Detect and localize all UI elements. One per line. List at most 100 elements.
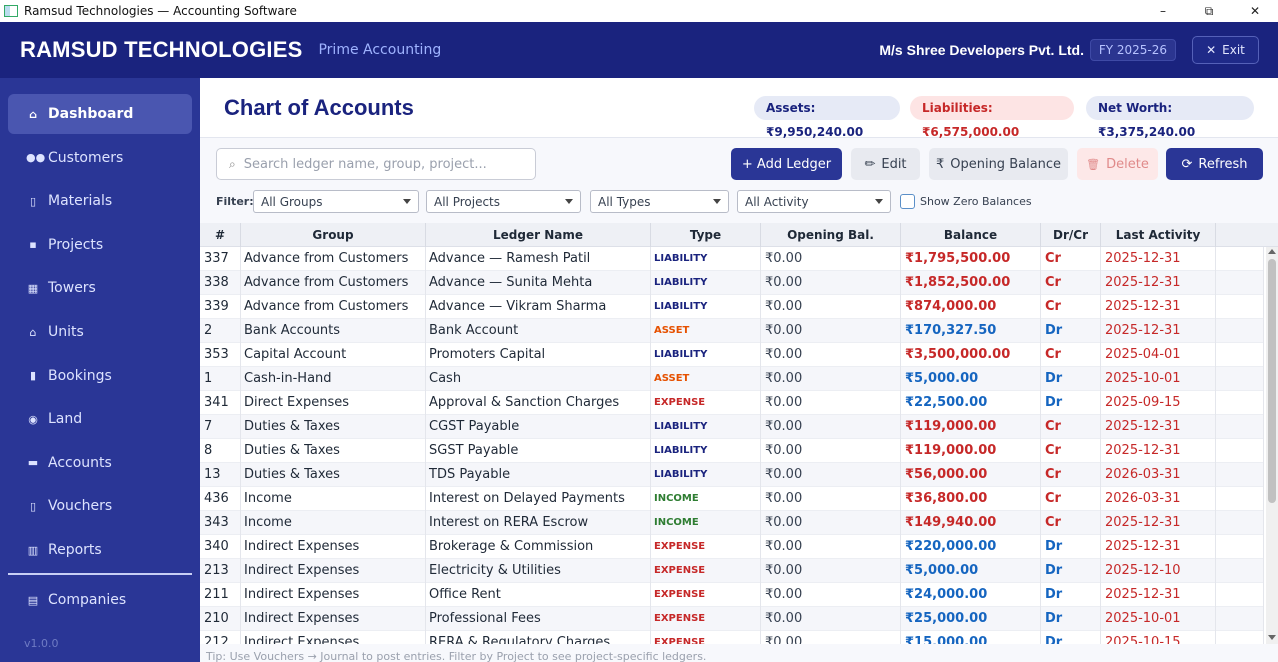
row-filler (1216, 487, 1264, 511)
type-cell: LIABILITY (651, 439, 761, 463)
sidebar-item-bookings[interactable]: ▮ Bookings (8, 356, 192, 396)
table-row[interactable]: 210 Indirect Expenses Professional Fees EXP… (200, 607, 1264, 631)
table-row[interactable]: 343 Income Interest on RERA Escrow INCOME ₹0… (200, 511, 1264, 535)
project-filter-select[interactable]: All Projects (426, 190, 581, 213)
column-header-number[interactable]: # (200, 223, 241, 247)
sidebar-divider (8, 573, 192, 575)
table-scrollbar[interactable] (1266, 247, 1278, 644)
column-header-dr-cr[interactable]: Dr/Cr (1041, 223, 1101, 247)
window-title: Ramsud Technologies — Accounting Softwar… (24, 4, 297, 18)
sidebar-item-label: Customers (48, 149, 124, 166)
sidebar-item-land[interactable]: ◉ Land (8, 399, 192, 439)
companies-icon: ▤ (27, 593, 39, 607)
table-row[interactable]: 353 Capital Account Promoters Capital LIABI… (200, 343, 1264, 367)
table-row[interactable]: 2 Bank Accounts Bank Account ASSET ₹0.00 ₹170… (200, 319, 1264, 343)
column-header-ledger-name[interactable]: Ledger Name (426, 223, 651, 247)
sidebar-item-accounts[interactable]: ▬ Accounts (8, 443, 192, 483)
row-number: 7 (200, 415, 241, 439)
dr-cr-cell: Cr (1041, 343, 1101, 367)
table-row[interactable]: 211 Indirect Expenses Office Rent EXPENSE ₹0… (200, 583, 1264, 607)
row-filler (1216, 415, 1264, 439)
unit-icon: ⌂ (29, 325, 37, 339)
table-row[interactable]: 341 Direct Expenses Approval & Sanction Ch… (200, 391, 1264, 415)
opening-balance-button[interactable]: ₹ Opening Balance (929, 148, 1068, 180)
scroll-thumb[interactable] (1268, 259, 1276, 503)
sidebar-item-reports[interactable]: ▥ Reports (8, 530, 192, 570)
table-row[interactable]: 7 Duties & Taxes CGST Payable LIABILITY ₹0.0… (200, 415, 1264, 439)
sidebar-item-label: Vouchers (48, 498, 113, 515)
column-header-opening-balance[interactable]: Opening Bal. (761, 223, 901, 247)
sidebar-item-companies[interactable]: ▤ Companies (8, 580, 192, 620)
scroll-down-icon[interactable] (1268, 635, 1276, 640)
last-activity-cell: 2025-12-31 (1101, 319, 1216, 343)
sidebar-item-vouchers[interactable]: ▯ Vouchers (8, 486, 192, 526)
table-row[interactable]: 338 Advance from Customers Advance — Sunit… (200, 271, 1264, 295)
dr-cr-cell: Dr (1041, 559, 1101, 583)
balance-cell: ₹1,852,500.00 (901, 271, 1041, 295)
row-filler (1216, 631, 1264, 644)
scroll-up-icon[interactable] (1268, 249, 1276, 254)
project-icon: ▪ (29, 238, 37, 252)
type-filter-select[interactable]: All Types (590, 190, 729, 213)
sidebar-item-dashboard[interactable]: ⌂ Dashboard (8, 94, 192, 134)
add-ledger-button[interactable]: + Add Ledger (731, 148, 842, 180)
sidebar-item-label: Dashboard (48, 106, 134, 122)
close-icon[interactable]: ✕ (1249, 4, 1261, 18)
sidebar-item-units[interactable]: ⌂ Units (8, 312, 192, 352)
bookings-icon: ▮ (29, 369, 37, 383)
ledger-name-cell: TDS Payable (426, 463, 651, 487)
group-cell: Indirect Expenses (241, 607, 426, 631)
column-header-group[interactable]: Group (241, 223, 426, 247)
last-activity-cell: 2025-12-31 (1101, 415, 1216, 439)
filter-bar: Filter: All Groups All Projects All Type… (200, 186, 1278, 216)
table-row[interactable]: 340 Indirect Expenses Brokerage & Commissi… (200, 535, 1264, 559)
last-activity-cell: 2026-03-31 (1101, 463, 1216, 487)
voucher-icon: ▯ (29, 499, 37, 513)
opening-balance-cell: ₹0.00 (761, 607, 901, 631)
balance-cell: ₹119,000.00 (901, 415, 1041, 439)
row-filler (1216, 535, 1264, 559)
table-row[interactable]: 337 Advance from Customers Advance — Rames… (200, 247, 1264, 271)
type-cell: LIABILITY (651, 343, 761, 367)
delete-button[interactable]: 🗑 Delete (1077, 148, 1158, 180)
last-activity-cell: 2026-03-31 (1101, 487, 1216, 511)
column-header-last-activity[interactable]: Last Activity (1101, 223, 1216, 247)
table-row[interactable]: 13 Duties & Taxes TDS Payable LIABILITY ₹0.0… (200, 463, 1264, 487)
sidebar-item-customers[interactable]: ●● Customers (8, 138, 192, 178)
chevron-down-icon (403, 199, 411, 204)
activity-filter-select[interactable]: All Activity (737, 190, 891, 213)
edit-button[interactable]: ✏ Edit (851, 148, 920, 180)
row-number: 210 (200, 607, 241, 631)
table-row[interactable]: 1 Cash-in-Hand Cash ASSET ₹0.00 ₹5,000.00 Dr 20… (200, 367, 1264, 391)
minimize-icon[interactable]: – (1160, 4, 1166, 18)
table-row[interactable]: 213 Indirect Expenses Electricity & Utilit… (200, 559, 1264, 583)
fiscal-year-badge[interactable]: FY 2025-26 (1089, 39, 1176, 61)
group-filter-select[interactable]: All Groups (253, 190, 419, 213)
exit-button[interactable]: ✕ Exit (1192, 36, 1259, 64)
type-cell: EXPENSE (651, 559, 761, 583)
row-number: 341 (200, 391, 241, 415)
sidebar-item-projects[interactable]: ▪ Projects (8, 225, 192, 265)
type-cell: EXPENSE (651, 607, 761, 631)
column-header-balance[interactable]: Balance (901, 223, 1041, 247)
column-header-type[interactable]: Type (651, 223, 761, 247)
close-icon: ✕ (1206, 43, 1217, 57)
dr-cr-cell: Dr (1041, 607, 1101, 631)
ledger-name-cell: Approval & Sanction Charges (426, 391, 651, 415)
group-cell: Direct Expenses (241, 391, 426, 415)
table-row[interactable]: 436 Income Interest on Delayed Payments INC… (200, 487, 1264, 511)
balance-cell: ₹36,800.00 (901, 487, 1041, 511)
dr-cr-cell: Cr (1041, 415, 1101, 439)
show-zero-balances-checkbox[interactable] (900, 194, 915, 209)
search-input[interactable]: ⌕ Search ledger name, group, project... (216, 148, 536, 180)
table-row[interactable]: 8 Duties & Taxes SGST Payable LIABILITY ₹0.0… (200, 439, 1264, 463)
dr-cr-cell: Cr (1041, 487, 1101, 511)
table-row[interactable]: 212 Indirect Expenses RERA & Regulatory Ch… (200, 631, 1264, 644)
maximize-icon[interactable]: ⧉ (1204, 3, 1214, 18)
last-activity-cell: 2025-10-15 (1101, 631, 1216, 644)
sidebar-item-label: Reports (48, 542, 102, 558)
sidebar-item-towers[interactable]: ▦ Towers (8, 268, 192, 308)
table-row[interactable]: 339 Advance from Customers Advance — Vikra… (200, 295, 1264, 319)
refresh-button[interactable]: ⟳ Refresh (1166, 148, 1263, 180)
sidebar-item-materials[interactable]: ▯ Materials (8, 181, 192, 221)
